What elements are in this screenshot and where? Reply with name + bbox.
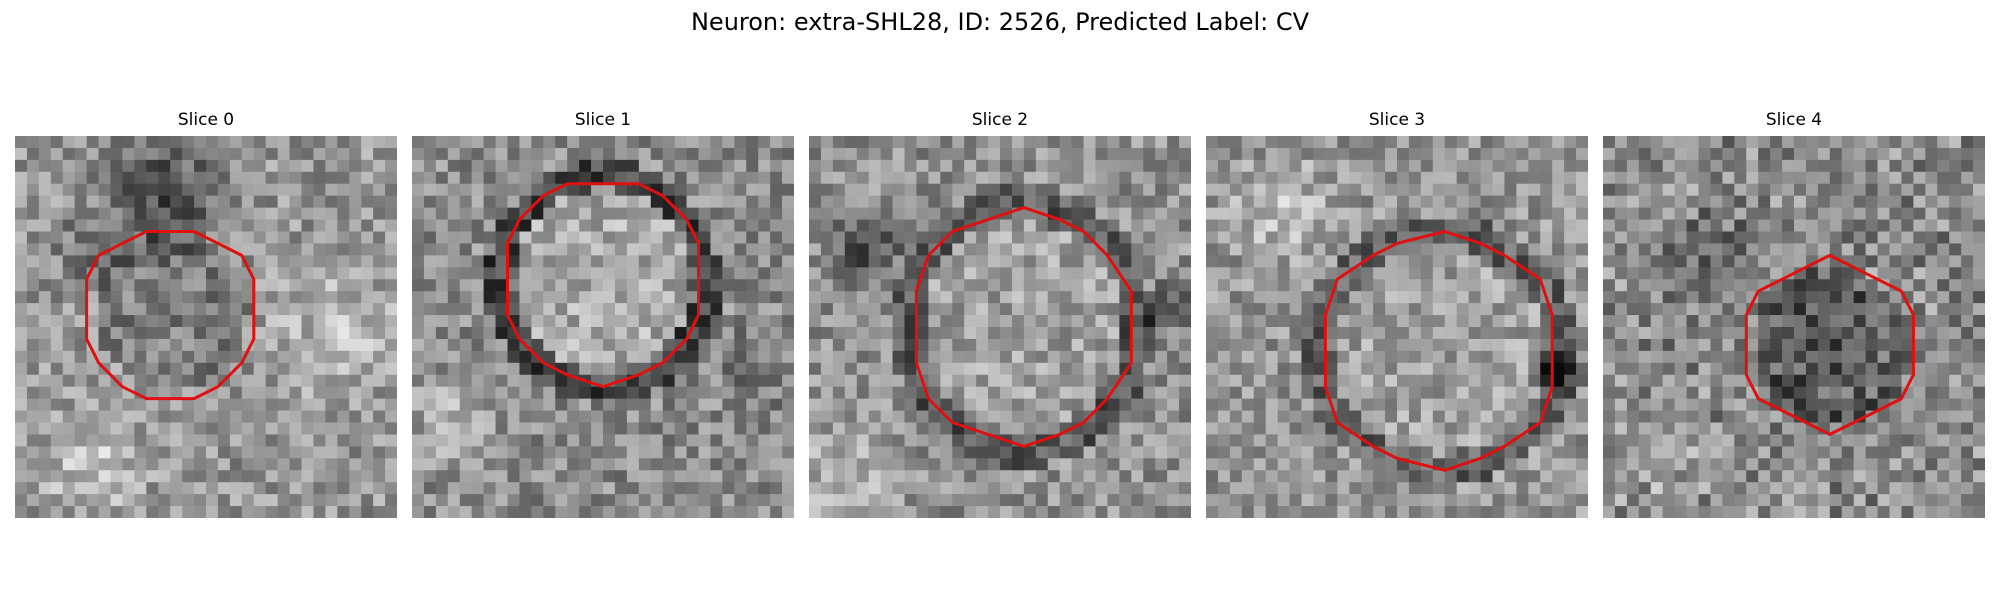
- segmentation-contour: [1323, 230, 1554, 472]
- figure-title: Neuron: extra-SHL28, ID: 2526, Predicted…: [690, 8, 1310, 36]
- slice-panel-2: Slice 2: [809, 110, 1191, 518]
- pixel-grid: [1206, 136, 1588, 518]
- slice-image-0: [15, 136, 397, 518]
- slice-title-2: Slice 2: [971, 110, 1029, 130]
- pixel-grid: [15, 136, 397, 518]
- pixel-grid: [412, 136, 794, 518]
- slice-image-1: [412, 136, 794, 518]
- slice-title-1: Slice 1: [574, 110, 632, 130]
- slice-panel-3: Slice 3: [1206, 110, 1588, 518]
- pixel-grid: [809, 136, 1191, 518]
- segmentation-contour: [1744, 253, 1915, 436]
- pixel-grid: [1603, 136, 1985, 518]
- slice-panel-1: Slice 1: [412, 110, 794, 518]
- segmentation-contour: [506, 182, 700, 389]
- slice-image-2: [809, 136, 1191, 518]
- segmentation-contour: [914, 206, 1133, 448]
- slice-image-3: [1206, 136, 1588, 518]
- slice-title-4: Slice 4: [1765, 110, 1823, 130]
- segmentation-contour: [85, 230, 256, 401]
- slice-image-4: [1603, 136, 1985, 518]
- slice-title-3: Slice 3: [1368, 110, 1426, 130]
- slice-panel-4: Slice 4: [1603, 110, 1985, 518]
- slice-panel-0: Slice 0: [15, 110, 397, 518]
- slice-title-0: Slice 0: [177, 110, 235, 130]
